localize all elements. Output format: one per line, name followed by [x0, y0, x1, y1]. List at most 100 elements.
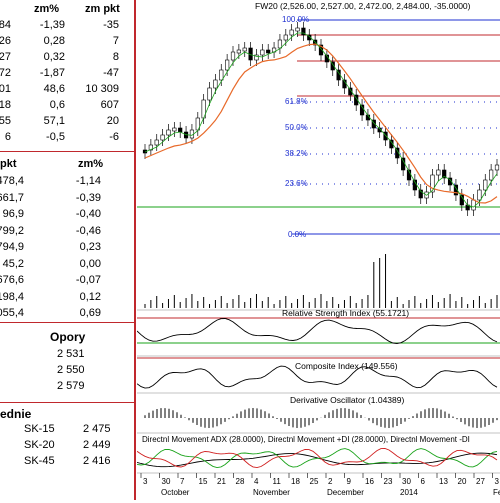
index-row[interactable]: 478,4 -1,14	[0, 175, 134, 191]
quote-pct: 57,1	[43, 115, 65, 127]
fib-label: 38.2%	[285, 149, 308, 158]
candle-body	[301, 27, 306, 36]
quote-pts: -47	[103, 67, 119, 79]
resistance-value: 2 550	[57, 364, 85, 376]
x-tick-label: 18	[291, 477, 300, 486]
index-row[interactable]: 45,2 0,00	[0, 258, 134, 274]
quote-row[interactable]: 55 57,1 20	[0, 115, 134, 131]
chart-background	[137, 0, 500, 500]
candle-body	[207, 87, 212, 101]
quote-pct: -1,87	[39, 67, 65, 79]
resistance-header-row: Opory	[0, 330, 134, 346]
section-divider	[0, 402, 134, 403]
index-pct: -0,07	[75, 274, 101, 286]
candle-body	[442, 169, 447, 179]
candle-body	[494, 164, 500, 171]
index-row[interactable]: 96,9 -0,40	[0, 208, 134, 224]
quote-last: 6	[4, 131, 11, 143]
quote-last: 484	[0, 19, 11, 31]
index-value: 661,7	[0, 191, 24, 204]
index-value: 45,2	[2, 257, 24, 270]
quote-last: 418	[0, 99, 11, 111]
candle-body	[483, 179, 488, 191]
candle-body	[489, 169, 494, 181]
x-tick-label: 13	[439, 477, 448, 486]
quote-row[interactable]: 27 0,32 8	[0, 51, 134, 67]
index-row[interactable]: 198,4 0,12	[0, 291, 134, 307]
resistance-row: 2 579	[0, 380, 134, 396]
candle-body	[225, 59, 230, 71]
x-month-label: Feb	[493, 488, 500, 497]
quote-row[interactable]: 601 48,6 10 309	[0, 83, 134, 99]
candle-body	[477, 189, 482, 201]
index-pct: 0,69	[79, 307, 101, 319]
index-row[interactable]: 661,7 -0,39	[0, 192, 134, 208]
candle-body	[242, 47, 247, 52]
x-tick-label: 3	[143, 477, 148, 486]
index-pct: -1,14	[75, 175, 101, 187]
quotes-header-pct: zm%	[34, 3, 60, 15]
index-row[interactable]: 055,4 0,69	[0, 307, 134, 323]
index-row[interactable]: 794,9 0,23	[0, 241, 134, 257]
composite-line	[136, 365, 498, 389]
candle-body	[354, 94, 359, 106]
average-name: SK-15	[24, 423, 55, 435]
x-tick-label: 3	[495, 477, 500, 486]
averages-header: ednie	[0, 407, 32, 421]
x-tick-label: 25	[310, 477, 319, 486]
candle-body	[277, 39, 283, 49]
index-row[interactable]: 676,6 -0,07	[0, 274, 134, 290]
rsi-line	[136, 318, 498, 344]
x-month-label: October	[161, 488, 190, 497]
candle-body	[377, 127, 382, 133]
resistance-value: 2 579	[57, 380, 85, 392]
candle-body	[471, 199, 476, 211]
average-value: 2 416	[83, 455, 111, 467]
candle-body	[348, 87, 353, 96]
quote-row[interactable]: 484 -1,39 -35	[0, 19, 134, 35]
candle-body	[447, 177, 453, 186]
quote-pts: 20	[106, 115, 119, 127]
candle-body	[430, 174, 435, 193]
technical-chart[interactable]: FW20 (2,526.00, 2,527.00, 2,472.00, 2,48…	[136, 0, 500, 500]
fib-label: 50.0%	[285, 123, 308, 132]
derivative-histogram	[144, 408, 498, 428]
x-tick-label: 9	[347, 477, 352, 486]
moving-average-line	[144, 43, 498, 204]
quote-row[interactable]: 6 -0,5 -6	[0, 131, 134, 147]
fib-label: 100.0%	[282, 15, 309, 24]
candle-body	[418, 189, 423, 199]
x-tick-label: 4	[254, 477, 259, 486]
quote-last: 601	[0, 83, 11, 95]
quote-pct: -1,39	[39, 19, 65, 31]
quote-last: 72	[0, 67, 11, 79]
index-pct: 0,12	[79, 290, 101, 303]
index-pct: 0,00	[79, 257, 101, 270]
candle-body	[219, 69, 224, 81]
indices-header-pct: zm%	[78, 158, 104, 170]
candle-body	[295, 27, 300, 32]
candle-body	[160, 134, 165, 141]
candle-body	[236, 49, 241, 54]
quote-pts: 7	[112, 35, 119, 47]
quote-row[interactable]: 418 0,6 607	[0, 99, 134, 115]
candle-body	[330, 61, 335, 71]
averages-header-row: ednie	[0, 407, 134, 423]
quote-pct: 0,28	[43, 35, 65, 47]
candle-body	[401, 157, 406, 171]
x-tick-label: 11	[273, 477, 282, 486]
quote-row[interactable]: 72 -1,87 -47	[0, 67, 134, 83]
average-name: SK-45	[24, 455, 55, 467]
x-tick-label: 15	[199, 477, 208, 486]
x-tick-label: 20	[458, 477, 467, 486]
candle-body	[266, 49, 271, 54]
quote-row[interactable]: 26 0,28 7	[0, 35, 134, 51]
quotes-header-row: zm% zm pkt	[0, 3, 134, 19]
quotes-header-pts: zm pkt	[85, 3, 120, 15]
index-row[interactable]: 799,2 -0,46	[0, 225, 134, 241]
quote-pts: -6	[109, 131, 119, 143]
index-value: 676,6	[0, 274, 24, 286]
candle-body	[283, 34, 288, 41]
x-tick-label: 28	[236, 477, 245, 486]
candle-body	[154, 139, 159, 146]
